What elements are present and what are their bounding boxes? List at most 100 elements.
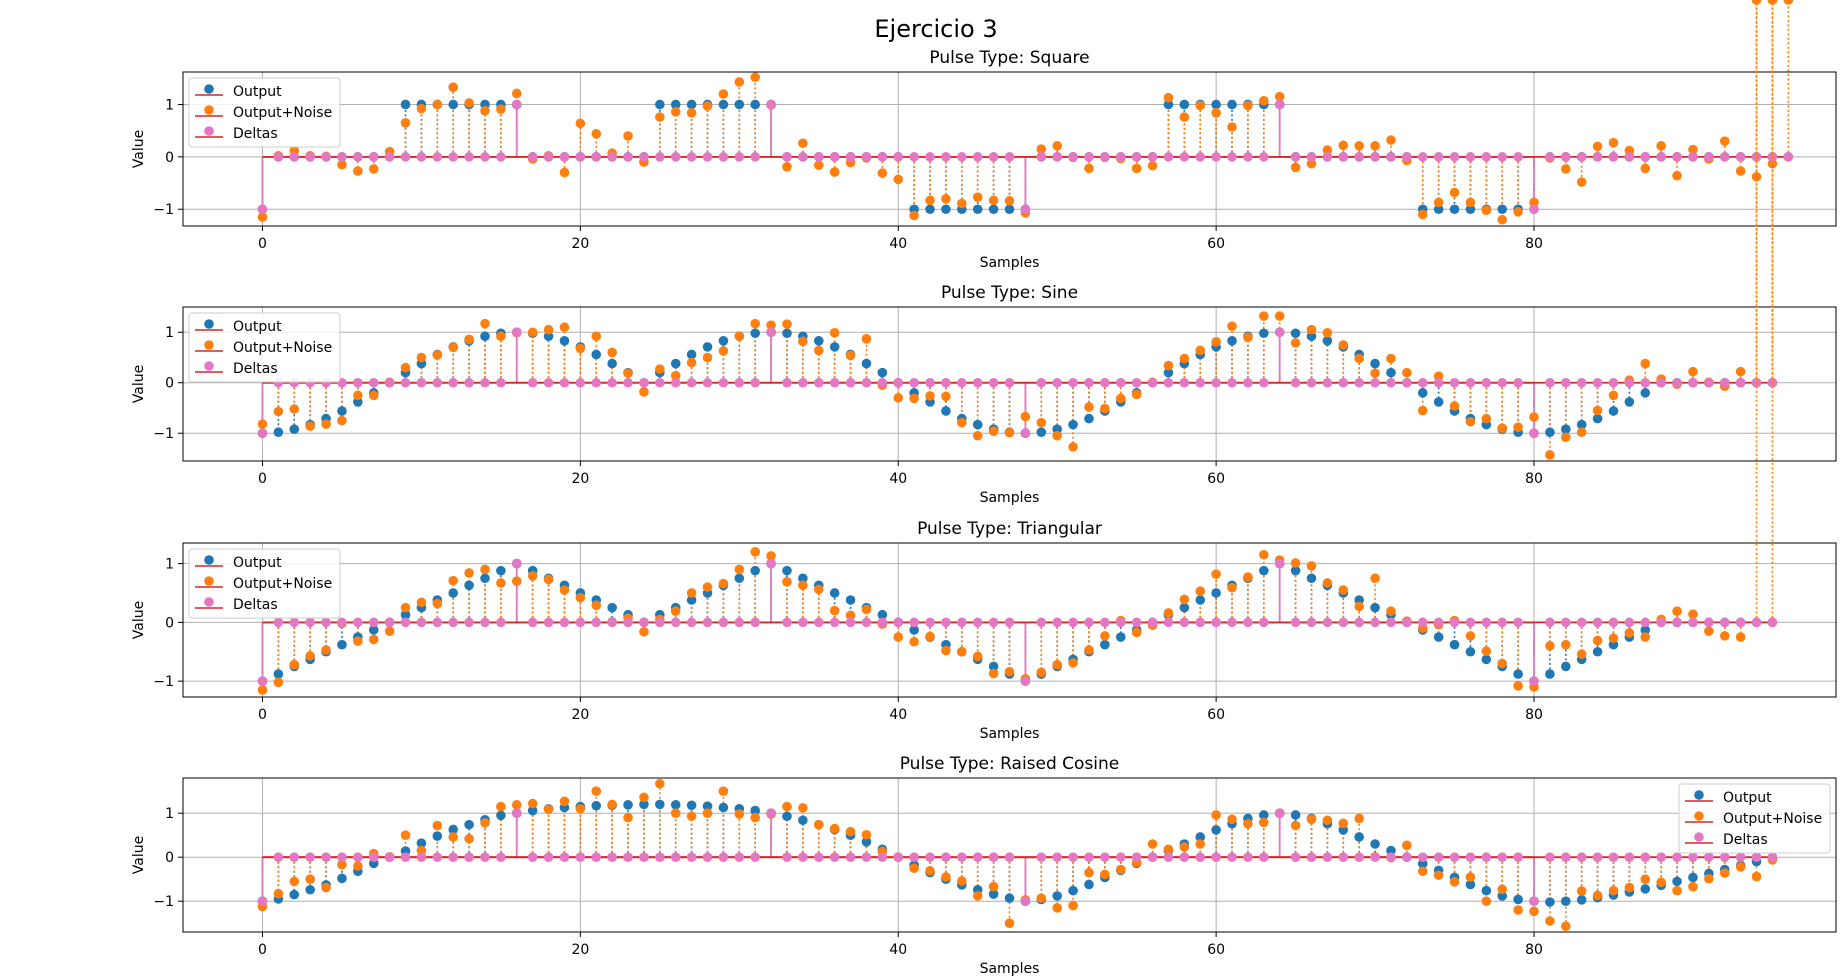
delta-point (1656, 852, 1666, 862)
delta-point (925, 377, 935, 388)
delta-point (575, 617, 586, 628)
delta-point (670, 152, 681, 162)
output-point (1672, 876, 1682, 887)
noise-point (1640, 163, 1651, 174)
noise-point (1068, 658, 1078, 668)
noise-point (1465, 197, 1476, 208)
noise-point (750, 812, 760, 823)
noise-point (670, 606, 681, 616)
delta-point (1386, 377, 1396, 388)
delta-point (1704, 152, 1714, 162)
delta-point (1211, 617, 1221, 628)
delta-point (750, 377, 760, 388)
delta-point (321, 152, 331, 162)
delta-point (416, 377, 427, 388)
delta-point (1227, 617, 1237, 628)
delta-point (1719, 377, 1730, 388)
legend-marker-swatch (204, 361, 214, 371)
delta-point (893, 852, 904, 862)
output-point (686, 800, 697, 811)
output-point (1115, 632, 1126, 642)
noise-point (591, 129, 602, 139)
output-point (1036, 427, 1047, 438)
delta-point (829, 152, 840, 162)
legend: Output Output+Noise Deltas (188, 548, 341, 619)
delta-point (1068, 617, 1078, 628)
x-tick-label: 0 (258, 942, 267, 958)
output-point (353, 397, 363, 407)
output-point (639, 799, 649, 810)
delta-point (559, 377, 570, 388)
delta-point (1560, 152, 1571, 162)
delta-point (1354, 852, 1364, 862)
noise-point (1497, 884, 1508, 895)
noise-point (1688, 144, 1698, 155)
delta-point (750, 152, 760, 162)
chart-panels: 0 20 40 60 80 −1 0 1 Pulse Type: Square Samples Va… (131, 0, 1837, 977)
legend-box (188, 548, 341, 619)
chart-panel-1: 0 20 40 60 80 −1 0 1 Pulse Type: Square Samples Va… (131, 0, 1837, 271)
noise-point (273, 677, 284, 688)
delta-point (1370, 617, 1380, 628)
delta-point (1672, 152, 1682, 162)
noise-point (607, 347, 617, 358)
noise-point (1052, 659, 1062, 670)
noise-point (1068, 442, 1078, 452)
delta-point (798, 617, 808, 628)
output-point (1417, 859, 1428, 869)
delta-point (591, 617, 602, 628)
noise-point (734, 77, 745, 87)
delta-point (988, 617, 999, 628)
output-point (337, 406, 347, 416)
noise-point (1704, 626, 1714, 636)
output-point (1592, 413, 1603, 424)
noise-point (1306, 814, 1317, 825)
noise-point (1195, 345, 1206, 356)
delta-point (1735, 377, 1746, 388)
noise-point (1068, 900, 1078, 911)
noise-point (1417, 209, 1428, 220)
output-point (686, 595, 697, 605)
noise-point (925, 631, 935, 642)
delta-point (1783, 152, 1794, 162)
legend-label: Output (1723, 790, 1772, 806)
output-point (734, 573, 745, 584)
delta-point (845, 152, 856, 162)
delta-point (1417, 617, 1428, 628)
output-point (1560, 424, 1571, 434)
delta-point (782, 852, 792, 862)
delta-point (972, 377, 983, 388)
delta-point (1179, 377, 1190, 388)
noise-point (607, 799, 617, 810)
delta-point (1036, 152, 1047, 162)
output-point (1433, 632, 1444, 642)
delta-point (1608, 152, 1619, 162)
delta-point (1592, 152, 1603, 162)
noise-point (1688, 366, 1698, 377)
delta-point (1608, 377, 1619, 388)
delta-point (1624, 152, 1635, 162)
delta-point (1084, 617, 1094, 628)
noise-point (496, 104, 506, 114)
noise-point (1084, 867, 1094, 878)
noise-point (1259, 311, 1269, 321)
noise-point (1115, 393, 1126, 404)
noise-point (1259, 549, 1269, 560)
noise-point (845, 350, 856, 361)
output-point (1592, 646, 1603, 657)
delta-point (1195, 617, 1206, 628)
legend-label: Deltas (233, 361, 278, 377)
output-point (273, 669, 284, 679)
delta-point (1624, 852, 1635, 862)
x-tick-label: 0 (258, 236, 267, 252)
output-point (416, 838, 427, 848)
noise-point (813, 345, 824, 356)
delta-point (988, 377, 999, 388)
legend-marker-swatch (204, 126, 214, 136)
delta-point (1640, 377, 1651, 388)
output-point (1290, 328, 1301, 339)
output-point (496, 810, 506, 821)
legend-box (188, 77, 341, 148)
noise-point (1767, 158, 1778, 169)
delta-point (559, 617, 570, 628)
